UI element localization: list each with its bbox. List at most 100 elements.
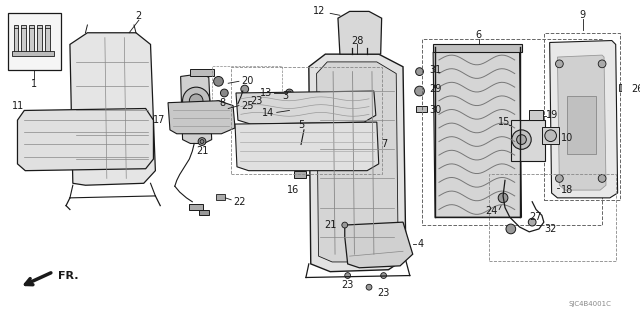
Circle shape (198, 138, 206, 145)
Bar (294, 171, 306, 178)
Text: 28: 28 (351, 35, 364, 46)
Circle shape (598, 174, 606, 182)
Text: 21: 21 (324, 220, 337, 230)
Circle shape (598, 60, 606, 68)
Polygon shape (345, 222, 413, 268)
Circle shape (220, 113, 228, 121)
Circle shape (241, 85, 248, 93)
Text: SJC4B4001C: SJC4B4001C (569, 300, 612, 307)
Bar (12, 51, 54, 56)
Text: 21: 21 (196, 146, 208, 156)
Bar (433, 44, 522, 52)
Text: 9: 9 (580, 10, 586, 20)
Bar (619, 84, 627, 91)
Circle shape (366, 284, 372, 290)
Text: 20: 20 (241, 76, 253, 86)
Bar (37, 25, 42, 52)
Text: 3: 3 (283, 91, 289, 101)
Bar (544, 33, 620, 200)
Bar (511, 120, 545, 161)
Polygon shape (433, 47, 522, 217)
Text: 14: 14 (262, 108, 274, 118)
Circle shape (528, 218, 536, 226)
Bar (231, 67, 381, 174)
Bar (199, 211, 209, 215)
Bar (490, 174, 616, 261)
Text: 23: 23 (250, 96, 263, 106)
Text: 10: 10 (561, 133, 573, 143)
Polygon shape (17, 108, 154, 171)
Circle shape (545, 130, 556, 142)
Bar (567, 96, 596, 154)
Bar (8, 13, 61, 70)
Polygon shape (338, 11, 381, 54)
Bar (542, 127, 559, 145)
Bar (415, 106, 428, 112)
Circle shape (381, 273, 387, 278)
Circle shape (220, 89, 228, 97)
Text: 23: 23 (342, 280, 354, 290)
Text: FR.: FR. (58, 271, 79, 280)
Circle shape (415, 68, 424, 76)
Polygon shape (168, 101, 235, 134)
Text: 13: 13 (260, 88, 272, 98)
Text: 19: 19 (546, 110, 558, 120)
Circle shape (291, 108, 295, 112)
Circle shape (556, 174, 563, 182)
Circle shape (182, 87, 210, 114)
Polygon shape (550, 41, 618, 198)
Circle shape (200, 140, 204, 144)
Text: 23: 23 (377, 288, 389, 298)
Circle shape (285, 89, 293, 97)
Polygon shape (180, 74, 212, 144)
Circle shape (345, 273, 351, 278)
Bar (422, 39, 602, 225)
Bar (13, 25, 19, 52)
Polygon shape (309, 54, 406, 272)
Text: 24: 24 (485, 206, 497, 217)
Text: 31: 31 (429, 65, 442, 75)
Bar (189, 204, 203, 210)
Circle shape (556, 60, 563, 68)
Bar (190, 69, 214, 77)
Text: 18: 18 (561, 185, 573, 195)
Bar (212, 66, 282, 124)
Text: 8: 8 (219, 98, 225, 108)
Text: 7: 7 (381, 139, 388, 149)
Text: 11: 11 (12, 100, 24, 111)
Text: 15: 15 (497, 117, 510, 127)
Text: 1: 1 (31, 79, 37, 89)
Text: 16: 16 (287, 185, 300, 195)
Text: 6: 6 (476, 30, 482, 40)
Circle shape (289, 107, 297, 114)
Circle shape (342, 222, 348, 228)
Circle shape (287, 91, 291, 95)
Text: 2: 2 (136, 11, 142, 21)
Circle shape (506, 224, 516, 234)
Circle shape (516, 135, 526, 145)
Polygon shape (236, 91, 376, 124)
Text: 12: 12 (313, 6, 325, 16)
Bar (216, 194, 225, 200)
Circle shape (214, 77, 223, 86)
Text: 4: 4 (417, 240, 424, 249)
Bar (529, 110, 543, 120)
Polygon shape (557, 55, 606, 190)
Bar (21, 25, 26, 52)
Polygon shape (70, 33, 156, 185)
Bar (45, 25, 49, 52)
Circle shape (214, 101, 223, 110)
Text: 17: 17 (153, 115, 165, 125)
Polygon shape (235, 122, 379, 171)
Circle shape (498, 193, 508, 203)
Circle shape (512, 130, 531, 149)
Text: 32: 32 (544, 224, 556, 234)
Text: 22: 22 (233, 197, 246, 207)
Text: 25: 25 (241, 100, 253, 111)
Text: 29: 29 (429, 84, 442, 94)
Polygon shape (317, 62, 398, 262)
Bar (29, 25, 34, 52)
Text: 30: 30 (429, 106, 442, 115)
Text: 5: 5 (298, 120, 304, 130)
Text: 27: 27 (529, 212, 542, 222)
